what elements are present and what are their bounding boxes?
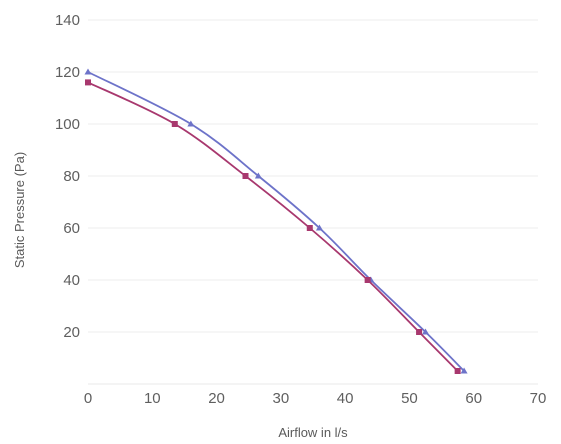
series-1 [84,68,468,374]
grid-lines [88,19,538,333]
data-point [422,328,429,335]
y-tick-label: 100 [55,116,80,133]
x-tick-label: 20 [208,390,225,407]
series-layer [84,68,468,374]
y-tick-label: 60 [63,220,80,237]
tick-labels: 20 40 60 80 100 120 140 0 10 20 30 40 50 60 70 [55,12,546,407]
data-point [242,173,249,179]
x-axis-title: Airflow in l/s [278,425,348,440]
data-point [171,121,178,127]
data-point [254,172,262,179]
data-point [84,68,92,75]
data-point [454,368,461,374]
data-point [460,367,468,374]
data-point [306,225,313,231]
series-line [87,81,459,372]
x-tick-label: 50 [401,390,418,407]
y-tick-label: 40 [63,272,80,289]
x-tick-label: 0 [84,390,92,407]
series-line [87,71,465,372]
data-point [315,224,323,231]
data-point [364,277,371,283]
data-point [187,120,195,127]
y-tick-label: 140 [55,12,80,29]
data-point [416,329,423,335]
data-point [85,79,91,86]
y-axis-title: Static Pressure (Pa) [12,152,27,268]
x-tick-label: 70 [530,390,547,407]
x-tick-label: 30 [273,390,290,407]
y-tick-label: 20 [63,324,80,341]
series-2 [85,79,461,374]
y-tick-label: 80 [63,168,80,185]
x-tick-label: 40 [337,390,354,407]
x-tick-label: 10 [144,390,161,407]
y-tick-label: 120 [55,64,80,81]
x-tick-label: 60 [465,390,482,407]
